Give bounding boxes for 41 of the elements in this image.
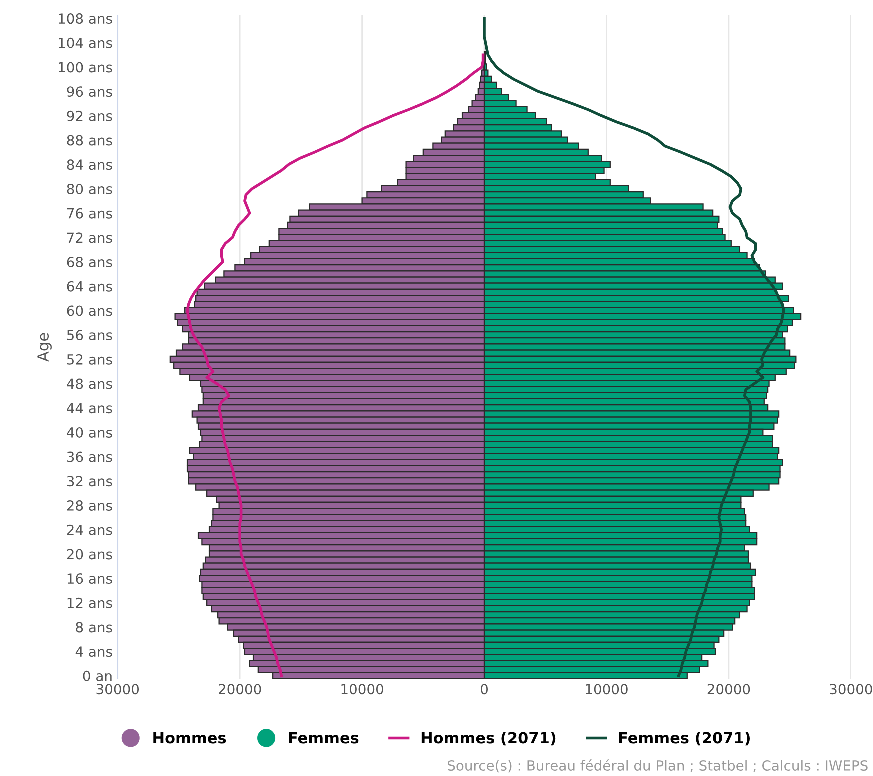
x-tick-label: 0 [481,684,488,695]
y-tick-label: 0 an [83,670,112,682]
y-tick-label: 4 ans [76,646,112,658]
y-tick-label: 20 ans [67,549,112,560]
y-tick-label: 48 ans [67,378,112,390]
y-tick-label: 16 ans [68,574,112,584]
y-tick-label: 88 ans [67,135,112,146]
y-tick-label: 24 ans [67,524,112,536]
legend-label: Femmes [289,732,359,744]
y-tick-label: 80 ans [67,184,112,194]
y-tick-label: 12 ans [68,598,112,608]
y-tick-label: 68 ans [67,257,112,268]
y-tick-label: 52 ans [67,354,112,365]
y-tick-label: 40 ans [67,427,112,438]
y-tick-label: 56 ans [67,330,112,341]
legend-label: Hommes (2071) [422,732,556,746]
x-tick-label: 20000 [708,684,750,695]
y-tick-label: 100 ans [59,62,112,73]
y-tick-label: 32 ans [67,476,112,487]
source-note: Source(s) : Bureau fédéral du Plan ; Statbel ; Calculs : IWEPS [448,760,868,773]
y-tick-label: 108 ans [59,14,112,24]
y-tick-label: 64 ans [67,281,112,292]
y-tick-label: 92 ans [67,110,112,122]
x-tick-label: 10000 [342,684,384,695]
y-axis-title: Age [38,333,52,362]
y-tick-label: 96 ans [67,86,112,98]
y-tick-label: 104 ans [59,38,112,48]
y-tick-label: 72 ans [67,232,112,244]
y-tick-label: 8 ans [76,622,112,633]
legend-label: Hommes [154,732,226,744]
x-tick-label: 10000 [586,684,628,695]
legend-label: Femmes (2071) [619,732,750,746]
y-tick-label: 28 ans [67,500,112,511]
x-tick-label: 30000 [96,684,140,695]
y-tick-label: 36 ans [67,452,112,462]
x-tick-label: 30000 [830,684,872,695]
y-tick-label: 76 ans [67,208,112,219]
x-tick-label: 20000 [219,684,262,695]
y-tick-label: 44 ans [67,403,112,414]
y-tick-label: 84 ans [67,160,112,170]
y-tick-label: 60 ans [67,306,112,316]
